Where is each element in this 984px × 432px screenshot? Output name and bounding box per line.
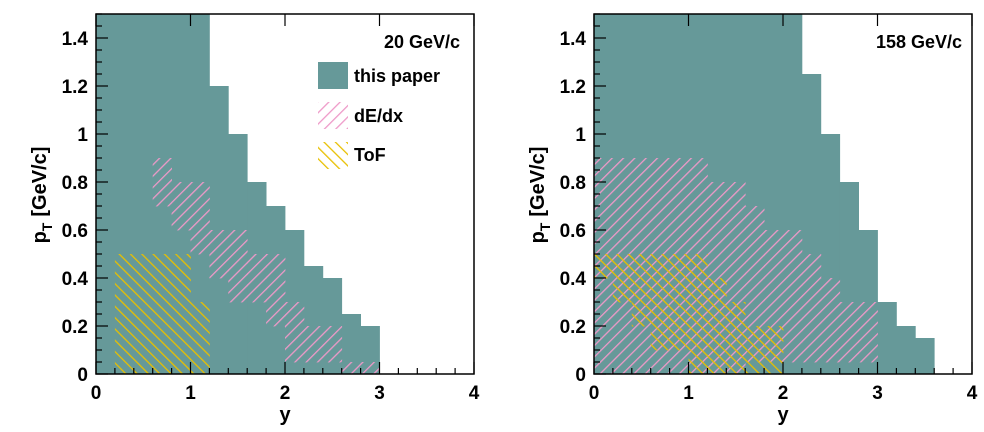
x-axis-label-158gev: y — [777, 404, 789, 426]
bin-de-dx — [190, 182, 210, 255]
panel-label-158gev: 158 GeV/c — [876, 32, 962, 52]
y-tick-label: 0.2 — [560, 317, 586, 338]
bin-de-dx — [801, 254, 822, 363]
axes-20gev: 0 1 2 3 4 0 0.2 0.4 0.6 0.8 1 1.2 1.4 — [62, 13, 480, 404]
y-axis-label-sub: T — [537, 222, 553, 231]
legend-swatch-dedx — [318, 102, 348, 129]
axes-158gev: 0 1 2 3 4 0 0.2 0.4 0.6 0.8 1 1.2 1.4 — [560, 13, 978, 404]
bin-de-dx — [171, 182, 191, 231]
y-axis-label-main: p — [29, 231, 51, 243]
y-axis-label-20gev: pT [GeV/c] — [29, 147, 55, 244]
bin-de-dx — [152, 158, 172, 207]
bin-tof — [688, 254, 708, 374]
y-tick-label: 0.2 — [62, 317, 88, 338]
bin-this-paper — [341, 314, 361, 374]
plot-area-20gev — [96, 14, 380, 374]
bin-de-dx — [285, 302, 305, 363]
y-tick-label: 1.4 — [62, 29, 89, 50]
bin-de-dx — [303, 326, 324, 363]
x-tick-label: 1 — [683, 383, 694, 404]
legend-swatch-tof — [318, 142, 348, 169]
y-axis-label-main: p — [527, 231, 549, 243]
bin-de-dx — [820, 278, 841, 363]
y-tick-label: 0.4 — [62, 269, 89, 290]
legend-label-tof: ToF — [354, 145, 386, 165]
x-tick-label: 4 — [469, 383, 480, 404]
panel-label-20gev: 20 GeV/c — [384, 32, 460, 52]
x-tick-label: 4 — [967, 383, 978, 404]
bin-tof — [631, 254, 652, 327]
panel-20gev: 0 1 2 3 4 0 0.2 0.4 0.6 0.8 1 1.2 1.4 20 GeV/c this … — [29, 13, 480, 426]
plot-area-158gev — [594, 14, 935, 374]
y-tick-label: 0.8 — [560, 173, 586, 194]
bin-de-dx — [209, 230, 229, 279]
panel-158gev: 0 1 2 3 4 0 0.2 0.4 0.6 0.8 1 1.2 1.4 158 GeV/c y pT… — [527, 13, 978, 426]
y-tick-label: 1.4 — [560, 29, 587, 50]
bin-tof — [594, 254, 614, 279]
y-tick-label: 0.4 — [560, 269, 587, 290]
x-axis-label-20gev: y — [279, 404, 291, 426]
y-tick-label: 0.6 — [62, 221, 88, 242]
bin-de-dx — [266, 254, 286, 327]
legend-label-this-paper: this paper — [354, 66, 440, 86]
bin-tof — [707, 278, 727, 374]
y-tick-label: 0 — [77, 365, 88, 386]
y-axis-label-unit: [GeV/c] — [29, 147, 51, 217]
bin-de-dx — [228, 230, 248, 303]
legend-swatch-this-paper — [318, 62, 348, 89]
x-tick-label: 1 — [185, 383, 196, 404]
y-tick-label: 1.2 — [560, 77, 586, 98]
bin-this-paper — [915, 338, 935, 374]
x-tick-label: 0 — [589, 383, 600, 404]
y-tick-label: 0 — [575, 365, 586, 386]
bin-this-paper — [877, 302, 897, 374]
x-tick-label: 2 — [280, 383, 291, 404]
y-axis-label-unit: [GeV/c] — [527, 147, 549, 217]
bin-tof — [190, 302, 210, 374]
y-axis-label-158gev: pT [GeV/c] — [527, 147, 553, 244]
bin-tof — [650, 254, 689, 351]
y-tick-label: 0.8 — [62, 173, 88, 194]
bin-de-dx — [247, 254, 267, 303]
y-tick-label: 1.2 — [62, 77, 88, 98]
y-tick-label: 0.6 — [560, 221, 586, 242]
bin-tof — [114, 254, 191, 374]
bin-tof — [726, 302, 746, 374]
y-axis-label-sub: T — [39, 222, 55, 231]
x-tick-label: 3 — [872, 383, 883, 404]
x-tick-label: 3 — [374, 383, 385, 404]
bin-tof — [612, 254, 633, 303]
legend: this paper dE/dx ToF — [318, 62, 440, 169]
y-tick-label: 1 — [77, 125, 88, 146]
bin-de-dx — [858, 302, 878, 363]
bin-de-dx — [745, 206, 765, 363]
bin-tof — [745, 326, 784, 374]
x-tick-label: 0 — [91, 383, 102, 404]
x-tick-label: 2 — [778, 383, 789, 404]
bin-de-dx — [322, 326, 343, 363]
legend-label-dedx: dE/dx — [354, 106, 403, 126]
bin-de-dx — [839, 302, 859, 363]
bin-this-paper — [896, 326, 916, 374]
y-tick-label: 1 — [575, 125, 586, 146]
